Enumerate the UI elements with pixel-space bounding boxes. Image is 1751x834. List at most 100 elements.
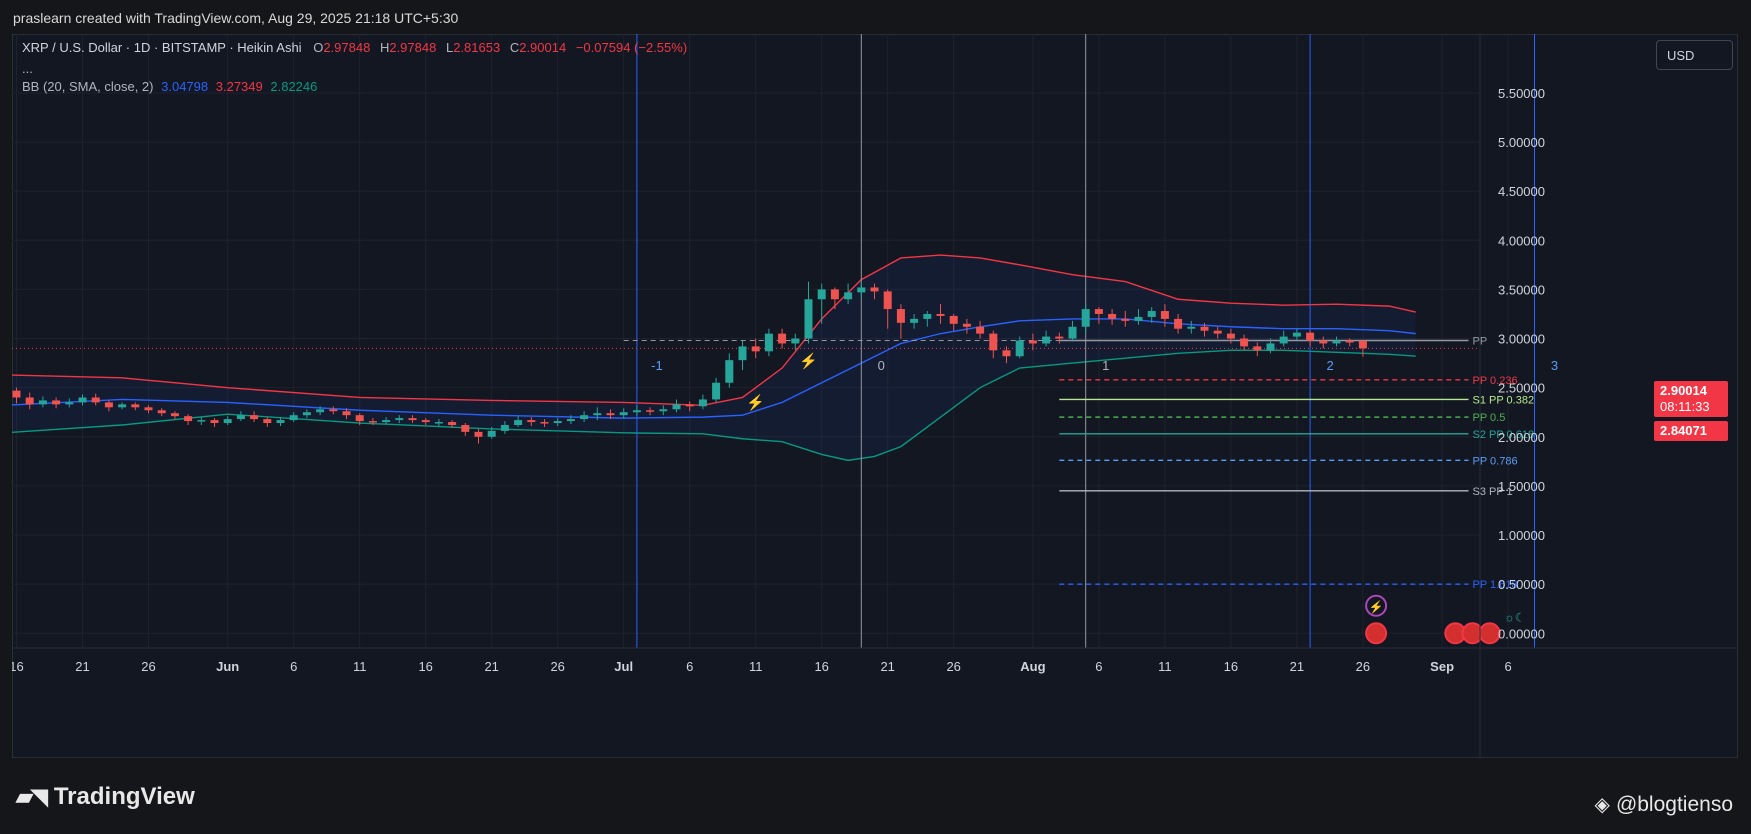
candle-body[interactable] (672, 404, 681, 410)
candle-body[interactable] (91, 397, 100, 403)
candle-body[interactable] (778, 333, 787, 344)
candle-body[interactable] (1134, 316, 1143, 321)
candle-body[interactable] (197, 420, 206, 422)
candle-body[interactable] (500, 424, 509, 431)
candle-body[interactable] (1253, 346, 1262, 351)
candle-body[interactable] (1187, 326, 1196, 329)
candle-body[interactable] (764, 333, 773, 352)
candle-body[interactable] (619, 412, 628, 416)
candle-body[interactable] (144, 407, 153, 411)
candle-body[interactable] (698, 399, 707, 407)
candle-body[interactable] (527, 420, 536, 423)
candle-body[interactable] (38, 400, 47, 405)
candle-body[interactable] (408, 418, 417, 421)
candle-body[interactable] (1094, 309, 1103, 314)
candle-body[interactable] (210, 420, 219, 424)
candle-body[interactable] (870, 287, 879, 292)
candle-body[interactable] (593, 413, 602, 416)
candle-body[interactable] (65, 402, 74, 405)
symbol-name[interactable]: XRP / U.S. Dollar · 1D · BITSTAMP · Heik… (22, 40, 302, 55)
candle-body[interactable] (263, 419, 272, 424)
candle-body[interactable] (118, 404, 127, 408)
candle-body[interactable] (1292, 332, 1301, 337)
candle-body[interactable] (830, 289, 839, 300)
candle-body[interactable] (896, 309, 905, 323)
candle-body[interactable] (474, 431, 483, 437)
candle-body[interactable] (52, 400, 61, 405)
candle-body[interactable] (1200, 326, 1209, 331)
candle-body[interactable] (553, 421, 562, 424)
candle-body[interactable] (738, 346, 747, 361)
candle-body[interactable] (1332, 340, 1341, 344)
candle-body[interactable] (329, 409, 338, 412)
candle-body[interactable] (725, 360, 734, 383)
candle-body[interactable] (659, 409, 668, 412)
candle-body[interactable] (368, 421, 377, 423)
candle-body[interactable] (910, 318, 919, 323)
candle-body[interactable] (289, 415, 298, 421)
candle-body[interactable] (1266, 343, 1275, 351)
candle-body[interactable] (632, 410, 641, 413)
candle-body[interactable] (1358, 340, 1367, 349)
candle-body[interactable] (302, 412, 311, 416)
candle-body[interactable] (936, 313, 945, 316)
candle-body[interactable] (1174, 318, 1183, 329)
candle-body[interactable] (1160, 311, 1169, 319)
candle-body[interactable] (514, 420, 523, 425)
us-flag-event-icon[interactable] (1365, 622, 1388, 645)
candle-body[interactable] (1345, 340, 1354, 343)
candle-body[interactable] (157, 410, 166, 414)
candle-body[interactable] (250, 415, 259, 420)
candle-body[interactable] (1279, 336, 1288, 344)
candle-body[interactable] (685, 404, 694, 407)
candle-body[interactable] (1002, 350, 1011, 357)
candle-body[interactable] (804, 299, 813, 339)
candle-body[interactable] (566, 419, 575, 422)
candle-body[interactable] (12, 390, 21, 398)
candle-body[interactable] (355, 415, 364, 422)
candle-body[interactable] (844, 292, 853, 300)
candle-body[interactable] (434, 422, 443, 424)
candle-body[interactable] (170, 413, 179, 417)
bb-legend[interactable]: BB (20, SMA, close, 2) 3.04798 3.27349 2… (22, 79, 317, 94)
candle-body[interactable] (646, 410, 655, 412)
candle-body[interactable] (949, 315, 958, 324)
candle-body[interactable] (1226, 333, 1235, 339)
candle-body[interactable] (712, 382, 721, 400)
candle-body[interactable] (78, 397, 87, 403)
candle-body[interactable] (1042, 336, 1051, 344)
candle-body[interactable] (223, 419, 232, 424)
us-flag-event-icon[interactable] (1478, 622, 1501, 645)
candle-body[interactable] (923, 313, 932, 319)
candle-body[interactable] (883, 291, 892, 310)
candle-body[interactable] (791, 338, 800, 344)
candle-body[interactable] (1108, 313, 1117, 319)
candle-body[interactable] (540, 422, 549, 424)
candle-body[interactable] (1121, 318, 1130, 321)
candle-body[interactable] (395, 418, 404, 421)
candle-body[interactable] (976, 326, 985, 334)
event-lightning-icon[interactable] (1365, 594, 1388, 617)
currency-button[interactable]: USD (1656, 40, 1733, 70)
candle-body[interactable] (1213, 330, 1222, 334)
candle-body[interactable] (382, 420, 391, 423)
candle-body[interactable] (1055, 336, 1064, 339)
candle-body[interactable] (751, 346, 760, 352)
candle-body[interactable] (1306, 332, 1315, 341)
candle-body[interactable] (857, 287, 866, 293)
candle-body[interactable] (184, 416, 193, 422)
candle-body[interactable] (1028, 340, 1037, 344)
candle-body[interactable] (421, 420, 430, 423)
candle-body[interactable] (342, 411, 351, 416)
candle-body[interactable] (131, 404, 140, 408)
candle-body[interactable] (962, 323, 971, 327)
candle-body[interactable] (1147, 311, 1156, 317)
candle-body[interactable] (606, 413, 615, 416)
candle-body[interactable] (104, 402, 113, 408)
candle-body[interactable] (1240, 338, 1249, 347)
candle-body[interactable] (1081, 309, 1090, 327)
candle-body[interactable] (461, 424, 470, 432)
legend-more-button[interactable]: ... (22, 61, 33, 76)
candle-body[interactable] (1068, 326, 1077, 339)
candle-body[interactable] (580, 415, 589, 420)
